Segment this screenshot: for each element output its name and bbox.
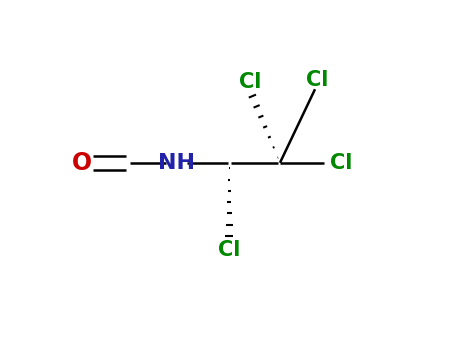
Text: Cl: Cl [218, 240, 240, 260]
Text: Cl: Cl [306, 70, 328, 91]
Text: NH: NH [158, 153, 195, 173]
Text: O: O [72, 151, 92, 175]
Text: Cl: Cl [239, 72, 262, 92]
Text: Cl: Cl [330, 153, 353, 173]
